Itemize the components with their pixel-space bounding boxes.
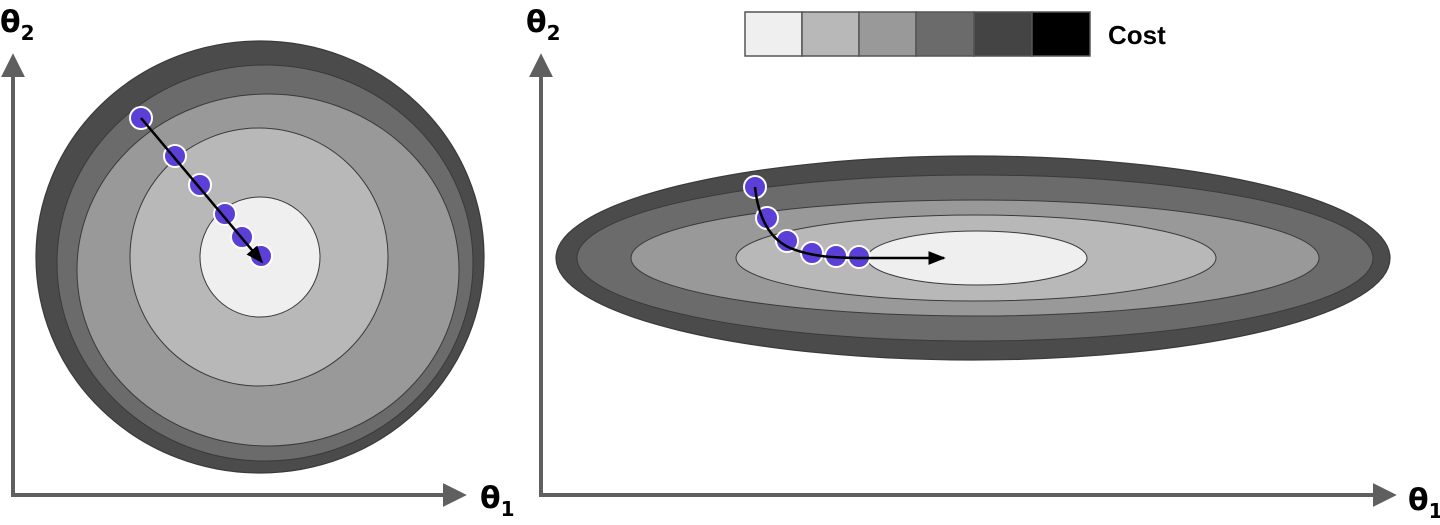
right-descent-path: [743, 175, 946, 269]
left-step-point: [249, 244, 273, 268]
right-x-axis-label: θ1: [1408, 483, 1440, 523]
right-panel: θ2 θ1: [526, 5, 1440, 523]
left-step-point: [188, 173, 212, 197]
legend-swatch: [801, 11, 860, 57]
right-contours: [555, 155, 1391, 361]
legend-swatch: [1031, 11, 1091, 57]
cost-legend: Cost: [744, 11, 1166, 57]
right-step-point: [775, 229, 799, 253]
left-x-axis-label: θ1: [480, 481, 515, 521]
right-descent-arrow: [753, 186, 946, 265]
legend-swatch: [973, 11, 1033, 57]
legend-swatch: [744, 11, 803, 57]
left-y-axis-label: θ2: [0, 5, 35, 45]
left-panel: θ2 θ1: [0, 5, 515, 521]
left-axes: [0, 53, 467, 507]
left-step-point: [213, 202, 237, 226]
left-descent-path: [129, 106, 273, 268]
right-axes: [529, 53, 1397, 507]
right-y-axis-label: θ2: [526, 5, 561, 45]
left-descent-arrow: [140, 117, 264, 264]
legend-swatch: [915, 11, 975, 57]
legend-swatch: [858, 11, 917, 57]
legend-label: Cost: [1108, 20, 1166, 50]
